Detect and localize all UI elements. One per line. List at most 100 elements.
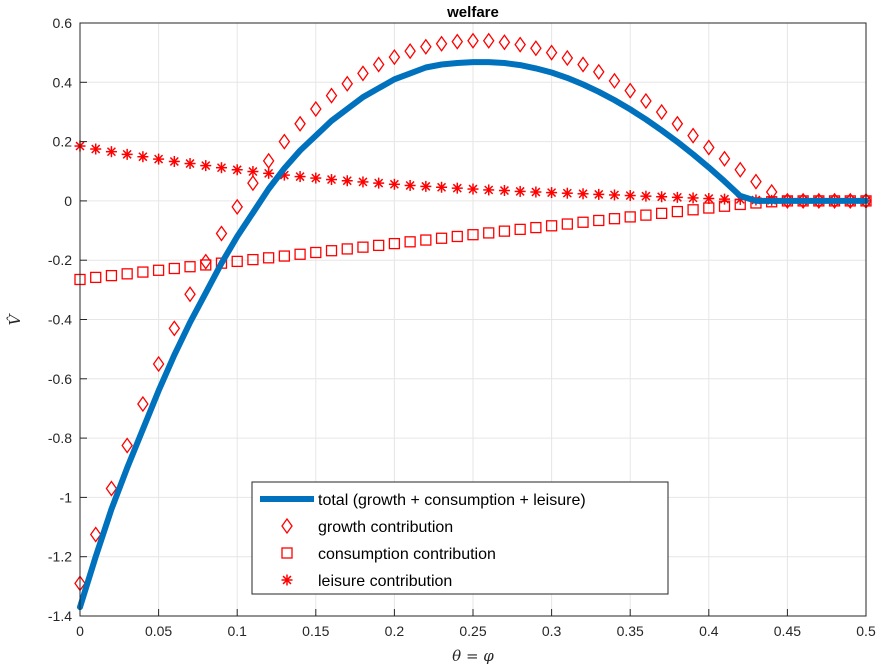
asterisk-point [656, 191, 668, 203]
legend-marker-swatch [281, 547, 293, 559]
y-tick-label: 0 [64, 193, 72, 209]
diamond-point [467, 32, 479, 49]
diamond-point [655, 103, 668, 121]
diamond-point [640, 92, 652, 110]
x-tick-label: 0.45 [774, 623, 801, 639]
asterisk-point [608, 189, 620, 201]
diamond-point [671, 115, 684, 132]
x-tick-label: 0.05 [145, 623, 172, 639]
square-point [640, 209, 652, 221]
asterisk-point [168, 155, 180, 167]
asterisk-point [90, 143, 102, 155]
asterisk-point [200, 160, 212, 172]
asterisk-point [530, 186, 542, 198]
diamond-point [325, 87, 338, 104]
asterisk-point [561, 187, 573, 199]
asterisk-point [514, 185, 526, 197]
diamond-point [184, 286, 196, 303]
asterisk-point [703, 193, 715, 205]
square-point [514, 223, 526, 236]
diamond-point [435, 35, 448, 52]
diamond-point [687, 127, 699, 144]
series-line-total [77, 59, 869, 611]
ticks: 0 0.05 0.1 0.15 0.2 0.25 0.3 0.35 0.4 0.45 0.5 -1.4… [48, 15, 876, 639]
x-axis-label: θ = φ [452, 647, 494, 665]
diamond-point [592, 63, 605, 81]
asterisk-point [326, 174, 338, 186]
asterisk-point [105, 146, 117, 158]
square-point [121, 268, 133, 280]
diamond-point [750, 173, 762, 190]
square-point [105, 269, 118, 282]
y-tick-label: -1 [60, 489, 73, 505]
legend-item: leisure contribution [281, 573, 452, 590]
asterisk-point [436, 181, 448, 193]
diamond-point [152, 355, 165, 373]
diamond-point [215, 225, 228, 242]
square-point [624, 211, 636, 223]
asterisk-point [294, 171, 306, 183]
diamond-point [530, 40, 542, 57]
square-point [137, 266, 149, 278]
x-tick-label: 0 [76, 623, 84, 639]
diamond-point [168, 320, 181, 337]
square-point [467, 229, 479, 241]
asterisk-point [640, 190, 652, 202]
square-point [168, 262, 180, 275]
asterisk-point [231, 164, 243, 176]
square-point [310, 246, 322, 259]
square-point [545, 220, 558, 232]
x-tick-label: 0.4 [699, 623, 719, 639]
legend-label: consumption contribution [318, 546, 496, 563]
square-point [451, 230, 463, 243]
diamond-point [561, 49, 574, 67]
asterisk-point [624, 190, 636, 202]
y-tick-label: -0.2 [48, 252, 72, 268]
square-point [325, 245, 338, 257]
x-tick-label: 0.25 [459, 623, 486, 639]
chart-title: welfare [446, 4, 499, 21]
asterisk-point [467, 183, 479, 195]
asterisk-point [341, 175, 353, 187]
legend-label: leisure contribution [318, 573, 452, 590]
asterisk-point [719, 193, 731, 205]
y-tick-label: -0.8 [48, 430, 72, 446]
asterisk-point [215, 162, 227, 174]
asterisk-point [247, 166, 259, 178]
diamond-point [624, 82, 636, 99]
diamond-point [137, 395, 149, 413]
diamond-point [278, 133, 291, 150]
asterisk-point [546, 187, 558, 199]
asterisk-point [184, 158, 196, 170]
square-point [577, 216, 589, 228]
square-point [420, 234, 432, 246]
square-point [687, 204, 699, 216]
legend-item: total (growth + consumption + leisure) [260, 492, 586, 509]
x-tick-label: 0.1 [227, 623, 247, 639]
square-point [341, 243, 353, 255]
asterisk-point [498, 185, 510, 197]
asterisk-point [420, 180, 432, 192]
y-tick-label: 0.2 [53, 134, 73, 150]
square-point [671, 205, 684, 218]
asterisk-point [357, 176, 369, 188]
square-point [655, 207, 668, 220]
diamond-point [420, 38, 432, 55]
y-tick-label: 0.4 [53, 74, 73, 90]
y-tick-label: -1.4 [48, 608, 72, 624]
legend-marker-swatch [281, 517, 293, 535]
diamond-point [608, 72, 621, 89]
square-point [498, 225, 511, 237]
asterisk-point [451, 182, 463, 194]
legend-label: growth contribution [318, 519, 453, 536]
diamond-point [388, 48, 401, 66]
y-tick-label: -0.6 [48, 371, 72, 387]
asterisk-point [593, 188, 605, 200]
diamond-point [577, 56, 589, 73]
legend-label: total (growth + consumption + leisure) [318, 492, 586, 509]
diamond-point [310, 100, 322, 118]
square-point [152, 264, 165, 276]
square-point [357, 241, 369, 253]
y-tick-label: -1.2 [48, 549, 72, 565]
